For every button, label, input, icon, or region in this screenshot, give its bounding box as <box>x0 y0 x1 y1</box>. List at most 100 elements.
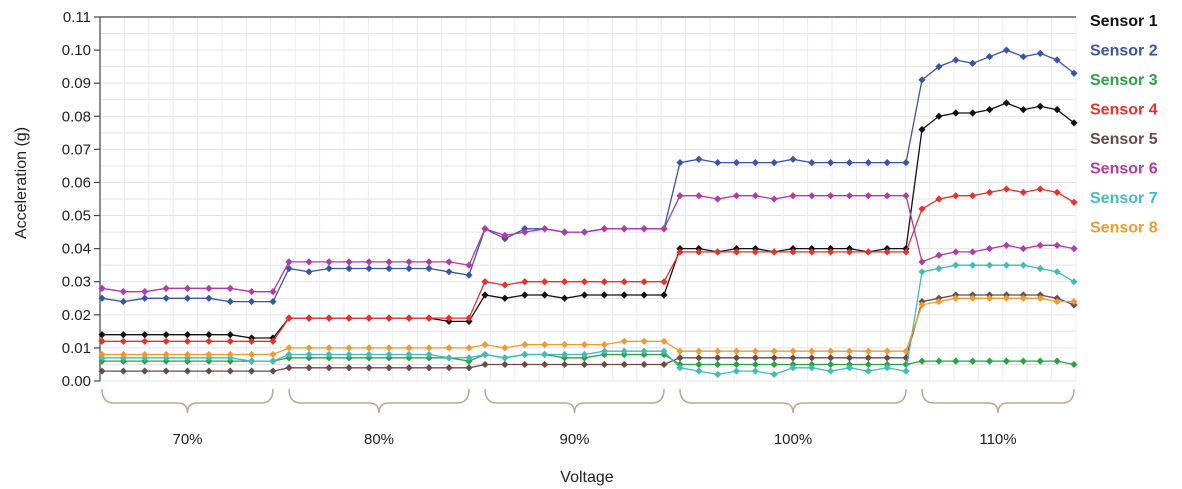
data-point-marker <box>501 281 509 289</box>
data-point-marker <box>1019 188 1027 196</box>
data-point-marker <box>1002 357 1011 365</box>
series-sensor-4 <box>98 185 1078 345</box>
data-point-marker <box>969 357 977 365</box>
data-point-marker <box>1019 261 1027 269</box>
data-point-marker <box>285 364 293 372</box>
data-point-marker <box>751 354 759 362</box>
data-point-marker <box>425 258 433 266</box>
data-point-marker <box>640 347 648 355</box>
data-point-marker <box>864 354 872 362</box>
data-point-marker <box>521 228 529 236</box>
data-point-marker <box>714 370 722 378</box>
data-point-marker <box>365 258 373 266</box>
data-point-marker <box>985 261 994 269</box>
y-axis: 0.00 0.01 0.02 0.03 0.04 0.05 0.06 0.07 0.08 0.09… <box>62 9 100 390</box>
data-point-marker <box>902 367 910 375</box>
data-point-marker <box>580 291 589 299</box>
data-point-marker <box>305 350 313 359</box>
data-point-marker <box>902 360 910 369</box>
data-point-marker <box>405 264 413 273</box>
data-point-marker <box>580 228 589 236</box>
data-point-marker <box>620 278 628 286</box>
data-point-marker <box>269 297 277 306</box>
data-point-marker <box>640 278 648 286</box>
data-point-marker <box>501 360 509 369</box>
data-point-marker <box>620 360 628 369</box>
data-point-marker <box>1070 278 1078 286</box>
data-point-marker <box>864 248 872 256</box>
data-point-marker <box>985 357 994 365</box>
data-point-marker <box>864 360 872 369</box>
data-point-marker <box>789 155 797 163</box>
data-point-marker <box>676 248 684 256</box>
data-point-marker <box>1036 49 1044 57</box>
series-layer <box>98 46 1078 378</box>
data-point-marker <box>141 331 149 339</box>
data-point-marker <box>325 264 333 273</box>
data-point-marker <box>695 155 703 163</box>
data-point-marker <box>98 337 106 345</box>
data-point-marker <box>751 248 759 256</box>
data-point-marker <box>541 360 549 369</box>
data-point-marker <box>405 364 413 372</box>
series-sensor-8 <box>98 294 1078 359</box>
data-point-marker <box>1070 245 1078 253</box>
data-point-marker <box>789 248 797 256</box>
data-point-marker <box>205 350 213 359</box>
data-point-marker <box>732 360 741 369</box>
series-line <box>102 102 1075 339</box>
data-point-marker <box>465 354 473 362</box>
data-point-marker <box>345 350 353 359</box>
data-point-marker <box>580 350 589 359</box>
data-point-marker <box>969 59 977 67</box>
data-point-marker <box>935 264 943 273</box>
x-group-label: 80% <box>364 431 394 448</box>
data-point-marker <box>385 258 393 266</box>
data-point-marker <box>445 258 453 266</box>
data-point-marker <box>465 314 473 322</box>
data-point-marker <box>883 248 891 256</box>
data-point-marker <box>98 284 106 292</box>
data-point-marker <box>770 354 778 362</box>
series-line <box>101 195 1075 293</box>
data-point-marker <box>345 258 353 266</box>
data-point-marker <box>1070 198 1078 206</box>
data-point-marker <box>580 360 589 369</box>
data-point-marker <box>205 331 213 339</box>
data-point-marker <box>714 347 722 355</box>
data-point-marker <box>183 337 192 345</box>
data-point-marker <box>269 350 277 359</box>
data-point-marker <box>521 360 529 369</box>
data-point-marker <box>305 314 313 322</box>
data-point-marker <box>285 258 293 266</box>
data-point-marker <box>1002 46 1011 54</box>
data-point-marker <box>969 248 977 256</box>
data-point-marker <box>808 159 816 167</box>
data-point-marker <box>1002 99 1011 107</box>
data-point-marker <box>521 341 529 349</box>
data-point-marker <box>1036 102 1044 110</box>
legend-entry: Sensor 3 <box>1090 72 1158 89</box>
data-point-marker <box>789 347 797 355</box>
data-point-marker <box>732 159 741 167</box>
data-point-marker <box>445 344 453 352</box>
data-point-marker <box>248 337 256 345</box>
data-point-marker <box>481 350 489 359</box>
data-point-marker <box>770 347 778 355</box>
x-group-label: 90% <box>559 431 589 448</box>
data-point-marker <box>732 367 741 375</box>
data-point-marker <box>580 341 589 349</box>
data-point-marker <box>620 337 628 345</box>
data-point-marker <box>325 350 333 359</box>
data-point-marker <box>141 294 149 302</box>
data-point-marker <box>248 367 256 375</box>
series-sensor-7 <box>98 261 1078 378</box>
data-point-marker <box>325 258 333 266</box>
data-point-marker <box>1053 241 1061 249</box>
data-point-marker <box>845 248 854 256</box>
data-point-marker <box>714 354 722 362</box>
data-point-marker <box>365 364 373 372</box>
data-point-marker <box>405 258 413 266</box>
data-point-marker <box>695 360 703 369</box>
data-point-marker <box>269 367 277 375</box>
